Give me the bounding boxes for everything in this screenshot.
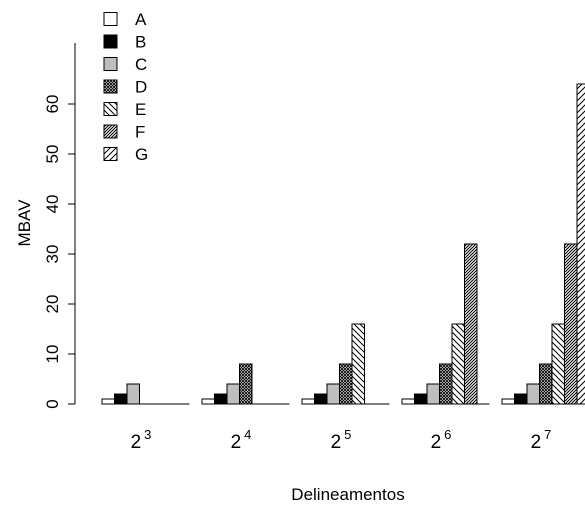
bar-A	[501, 398, 515, 405]
y-tick-label: 20	[43, 295, 62, 314]
bar-A	[201, 398, 215, 405]
bar-A	[301, 398, 315, 405]
legend-label-G: G	[135, 145, 148, 164]
y-tick-label: 10	[43, 345, 62, 364]
legend-label-D: D	[135, 78, 147, 97]
legend-swatch-B	[103, 34, 118, 49]
bar-D	[339, 363, 353, 405]
bar-C	[126, 383, 140, 405]
legend-label-A: A	[135, 10, 147, 29]
bar-B	[414, 393, 428, 405]
x-axis-label: Delineamentos	[291, 485, 404, 504]
bar-E	[351, 323, 365, 405]
bar-B	[514, 393, 528, 405]
bar-A	[101, 398, 115, 405]
bar-C	[526, 383, 540, 405]
bar-D	[239, 363, 253, 405]
legend-label-E: E	[135, 100, 146, 119]
bar-E	[451, 323, 465, 405]
y-ticks: 0 10 20 30 40 50 60	[43, 95, 75, 409]
legend-label-B: B	[135, 33, 146, 52]
y-tick-label: 0	[43, 399, 62, 408]
y-axis: 0 10 20 30 40 50 60	[43, 43, 76, 409]
bar-B	[314, 393, 328, 405]
bar-G	[576, 83, 585, 405]
bar-F	[464, 243, 478, 405]
legend-swatch-A	[103, 12, 118, 26]
bars	[101, 83, 585, 405]
bar-F	[564, 243, 578, 405]
y-tick-label: 30	[43, 245, 62, 264]
y-tick-label: 40	[43, 195, 62, 214]
legend-label-F: F	[135, 123, 145, 142]
bar-C	[426, 383, 440, 405]
legend-swatch-E	[103, 102, 118, 116]
bar-E	[551, 323, 565, 405]
y-tick-label: 60	[43, 95, 62, 114]
legend-swatch-F	[103, 124, 118, 139]
bar-C	[326, 383, 340, 405]
legend-swatch-G	[103, 147, 118, 161]
bar-A	[401, 398, 415, 405]
legend-swatch-C	[103, 57, 118, 71]
bar-B	[114, 393, 128, 405]
bar-C	[226, 383, 240, 405]
bar-D	[539, 363, 553, 405]
legend-swatch-D	[103, 79, 118, 94]
bar-B	[214, 393, 228, 405]
y-tick-label: 50	[43, 145, 62, 164]
legend-label-C: C	[135, 55, 147, 74]
bar-D	[439, 363, 453, 405]
y-axis-label: MBAV	[15, 199, 34, 247]
